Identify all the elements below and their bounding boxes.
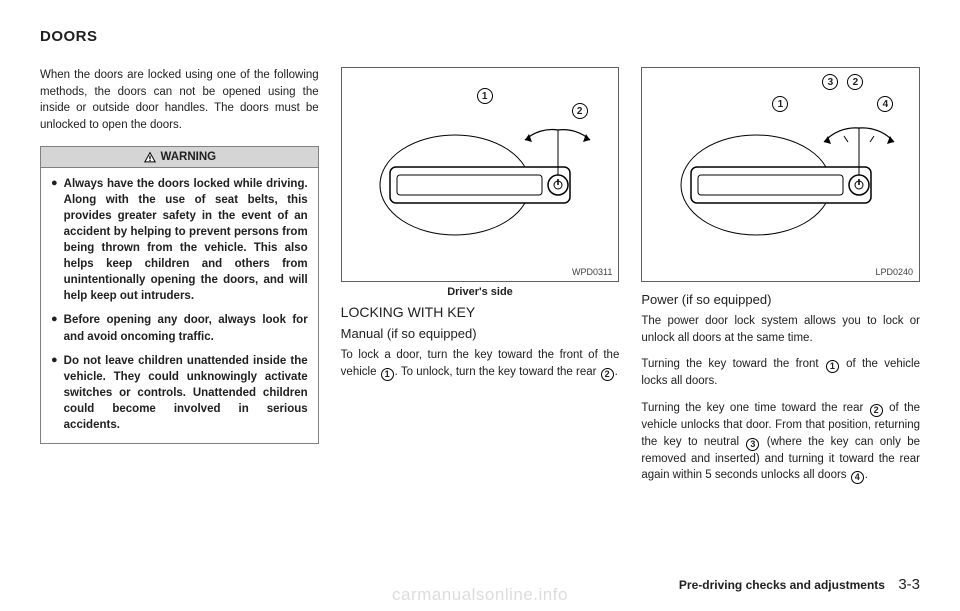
inline-callout-1: 1 [826, 360, 839, 373]
page-header: DOORS [40, 28, 920, 45]
warning-box: WARNING ● Always have the doors locked w… [40, 146, 319, 444]
warning-icon [143, 151, 157, 163]
inline-callout-2: 2 [870, 404, 883, 417]
callout-3: 3 [822, 74, 838, 90]
figure-caption: Driver's side [341, 286, 620, 298]
warning-bullet: ● Do not leave children unattended insid… [51, 353, 308, 433]
page-number: 3-3 [898, 576, 920, 593]
heading-locking-with-key: LOCKING WITH KEY [341, 304, 620, 320]
column-right: 1 2 3 4 LPD0240 Power (if so equipped) T… [641, 67, 920, 494]
heading-manual: Manual (if so equipped) [341, 326, 620, 341]
paragraph: Turning the key one time toward the rear… [641, 400, 920, 484]
bullet-text: Do not leave children unattended inside … [64, 353, 308, 433]
figure-id: LPD0240 [875, 267, 913, 277]
warning-bullet: ● Always have the doors locked while dri… [51, 176, 308, 305]
inline-callout-4: 4 [851, 471, 864, 484]
paragraph: To lock a door, turn the key toward the … [341, 347, 620, 381]
inline-callout-1: 1 [381, 368, 394, 381]
heading-power: Power (if so equipped) [641, 292, 920, 307]
figure-id: WPD0311 [572, 267, 612, 277]
page-footer: Pre-driving checks and adjustments 3-3 [679, 576, 920, 593]
text: . [615, 366, 618, 378]
inline-callout-3: 3 [746, 438, 759, 451]
intro-paragraph: When the doors are locked using one of t… [40, 67, 319, 134]
bullet-icon: ● [51, 353, 58, 433]
warning-title: WARNING [161, 151, 217, 163]
door-handle-diagram [666, 100, 896, 250]
bullet-icon: ● [51, 312, 58, 344]
callout-2: 2 [847, 74, 863, 90]
text: . [865, 469, 868, 481]
figure-drivers-side: 1 2 WPD0311 [341, 67, 620, 282]
column-left: When the doors are locked using one of t… [40, 67, 319, 494]
content-columns: When the doors are locked using one of t… [40, 67, 920, 494]
column-middle: 1 2 WPD0311 Driver's side LOCKING WITH K… [341, 67, 620, 494]
bullet-text: Always have the doors locked while drivi… [64, 176, 308, 305]
bullet-text: Before opening any door, always look for… [64, 312, 308, 344]
footer-section: Pre-driving checks and adjustments [679, 578, 885, 592]
figure-power-lock: 1 2 3 4 LPD0240 [641, 67, 920, 282]
paragraph: The power door lock system allows you to… [641, 313, 920, 346]
warning-body: ● Always have the doors locked while dri… [41, 168, 318, 443]
warning-header: WARNING [41, 147, 318, 168]
paragraph: Turning the key toward the front 1 of th… [641, 356, 920, 390]
text: Turning the key one time toward the rear [641, 402, 868, 414]
callout-1: 1 [477, 88, 493, 104]
bullet-icon: ● [51, 176, 58, 305]
door-handle-diagram [365, 100, 595, 250]
inline-callout-2: 2 [601, 368, 614, 381]
watermark: carmanualsonline.info [392, 585, 568, 605]
warning-bullet: ● Before opening any door, always look f… [51, 312, 308, 344]
text: Turning the key toward the front [641, 358, 825, 370]
callout-2: 2 [572, 103, 588, 119]
text: . To unlock, turn the key toward the rea… [395, 366, 600, 378]
